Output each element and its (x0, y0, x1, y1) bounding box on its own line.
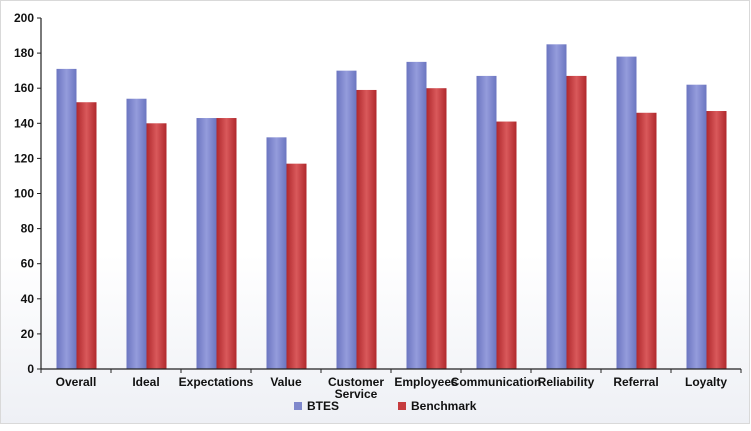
bar-benchmark-employees (426, 88, 447, 369)
y-tick-label: 160 (14, 81, 34, 95)
bar-benchmark-communication (496, 121, 517, 369)
bar-benchmark-expectations (216, 118, 237, 369)
y-axis-ticks: 0 20 40 60 80 100 120 140 160 180 200 (14, 11, 41, 376)
bar-btes-employees (406, 61, 427, 369)
bars-group (56, 44, 727, 370)
x-tick-label: Overall (56, 375, 97, 389)
bar-benchmark-ideal (146, 123, 167, 369)
y-tick-label: 20 (21, 327, 35, 341)
bar-benchmark-value (286, 163, 307, 369)
x-tick-label: Referral (613, 375, 658, 389)
bar-btes-loyalty (686, 84, 707, 369)
bar-btes-reliability (546, 44, 567, 369)
x-tick-label: Value (270, 375, 302, 389)
y-tick-label: 0 (27, 362, 34, 376)
x-tick-label: Customer Service (328, 375, 384, 401)
y-tick-label: 80 (21, 222, 35, 236)
y-tick-label: 140 (14, 116, 34, 130)
bar-btes-customer-service (336, 70, 357, 370)
bar-benchmark-customer-service (356, 89, 377, 369)
x-tick-label: Expectations (179, 375, 254, 389)
legend-swatch-btes (294, 402, 302, 410)
axes (40, 18, 742, 373)
x-tick-label: Loyalty (685, 375, 727, 389)
x-tick-label: Reliability (538, 375, 595, 389)
y-tick-label: 40 (21, 292, 35, 306)
y-tick-label: 60 (21, 257, 35, 271)
y-tick-label: 180 (14, 46, 34, 60)
legend-label-benchmark: Benchmark (411, 399, 477, 413)
bar-benchmark-reliability (566, 75, 587, 369)
x-axis-labels: Overall Ideal Expectations Value Customer Ser… (56, 375, 728, 401)
x-tick-label: Ideal (132, 375, 159, 389)
y-tick-label: 100 (14, 187, 34, 201)
bar-btes-referral (616, 56, 637, 370)
legend-label-btes: BTES (307, 399, 339, 413)
bar-benchmark-overall (76, 102, 97, 370)
x-tick-label: Employees (394, 375, 458, 389)
bar-btes-value (266, 137, 287, 369)
y-tick-label: 120 (14, 151, 34, 165)
bar-benchmark-referral (636, 112, 657, 370)
y-tick-label: 200 (14, 11, 34, 25)
legend: BTES Benchmark (294, 399, 477, 413)
bar-btes-communication (476, 75, 497, 369)
bar-btes-overall (56, 68, 77, 370)
legend-swatch-benchmark (398, 402, 406, 410)
bar-btes-ideal (126, 98, 147, 369)
x-tick-label: Communication (451, 375, 542, 389)
bar-btes-expectations (196, 118, 217, 369)
bar-benchmark-loyalty (706, 111, 727, 369)
